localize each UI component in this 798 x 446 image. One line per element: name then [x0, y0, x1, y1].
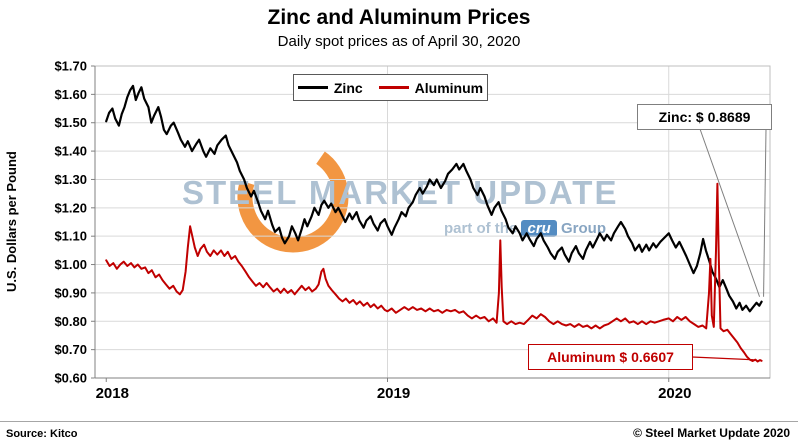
legend-label-aluminum: Aluminum	[414, 79, 484, 96]
source-note: Source: Kitco	[6, 428, 78, 440]
svg-text:$1.70: $1.70	[54, 59, 87, 74]
svg-text:$0.70: $0.70	[54, 342, 87, 357]
svg-text:$0.60: $0.60	[54, 371, 87, 386]
zinc-line-swatch	[297, 86, 328, 89]
svg-text:$1.60: $1.60	[54, 87, 87, 102]
aluminum-value-callout: Aluminum $ 0.6607	[528, 344, 693, 370]
svg-text:2020: 2020	[658, 385, 691, 402]
svg-text:$0.80: $0.80	[54, 314, 87, 329]
legend-item-aluminum: Aluminum	[378, 79, 484, 96]
svg-text:$0.90: $0.90	[54, 285, 87, 300]
svg-text:$1.00: $1.00	[54, 257, 87, 272]
y-axis-title: U.S. Dollars per Pound	[4, 151, 19, 293]
legend-item-zinc: Zinc	[297, 79, 363, 96]
footer-divider	[0, 421, 798, 422]
chart-legend: Zinc Aluminum	[293, 74, 488, 101]
svg-text:$1.30: $1.30	[54, 172, 87, 187]
svg-text:2018: 2018	[96, 385, 129, 402]
legend-label-zinc: Zinc	[333, 79, 363, 96]
svg-text:$1.40: $1.40	[54, 144, 87, 159]
svg-text:$1.10: $1.10	[54, 229, 87, 244]
zinc-value-callout: Zinc: $ 0.8689	[637, 104, 772, 130]
chart-title: Zinc and Aluminum Prices	[267, 6, 531, 29]
aluminum-line-swatch	[378, 86, 409, 89]
svg-text:$1.20: $1.20	[54, 200, 87, 215]
svg-text:2019: 2019	[377, 385, 410, 402]
chart-subtitle: Daily spot prices as of April 30, 2020	[277, 33, 521, 50]
copyright-note: © Steel Market Update 2020	[633, 426, 790, 440]
svg-text:$1.50: $1.50	[54, 115, 87, 130]
